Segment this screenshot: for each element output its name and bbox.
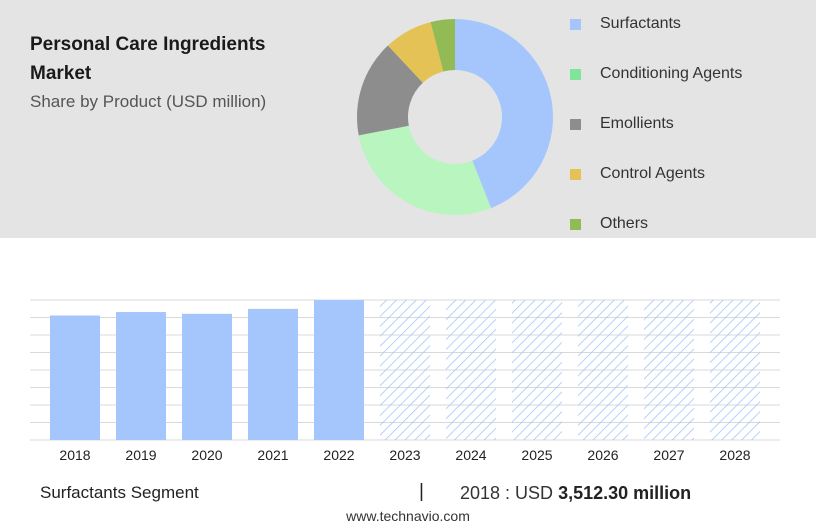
x-tick-2026: 2026 <box>587 447 618 463</box>
legend-item-surfactants: Surfactants <box>570 12 681 36</box>
donut-slice-emollients <box>357 45 423 136</box>
segment-value-amount: 3,512.30 million <box>558 483 692 503</box>
legend-label-emollients: Emollients <box>600 115 674 132</box>
legend-label-control-agents: Control Agents <box>600 165 705 182</box>
x-tick-2023: 2023 <box>389 447 420 463</box>
forecast-bar-2028 <box>710 300 760 440</box>
forecast-bar-2024 <box>446 300 496 440</box>
footer-separator: | <box>419 481 424 502</box>
legend-item-control-agents: Control Agents <box>570 162 705 186</box>
legend-swatch-surfactants <box>570 18 581 30</box>
segment-value: 2018 : USD 3,512.30 million <box>460 483 691 504</box>
bar-2021 <box>248 308 298 440</box>
x-tick-2028: 2028 <box>719 447 750 463</box>
x-tick-2025: 2025 <box>521 447 552 463</box>
chart-subtitle: Share by Product (USD million) <box>30 92 267 111</box>
source-url: www.technavio.com <box>346 508 470 524</box>
x-tick-2019: 2019 <box>125 447 156 463</box>
segment-label: Surfactants Segment <box>40 483 199 502</box>
forecast-bar-2025 <box>512 300 562 440</box>
bar-2022 <box>314 300 364 440</box>
donut-chart <box>357 19 554 215</box>
chart-title: Personal Care Ingredients Market <box>30 34 266 84</box>
legend-swatch-conditioning-agents <box>570 68 581 80</box>
bar-2018 <box>50 315 100 440</box>
legend-item-emollients: Emollients <box>570 112 674 136</box>
segment-year-label: 2018 : USD <box>460 483 554 503</box>
legend-label-others: Others <box>600 215 649 232</box>
legend-swatch-emollients <box>570 118 581 130</box>
donut-slice-conditioning-agents <box>358 125 492 215</box>
donut-slice-surfactants <box>455 19 554 209</box>
x-tick-2027: 2027 <box>653 447 684 463</box>
forecast-bar-2026 <box>578 300 628 440</box>
legend-swatch-control-agents <box>570 168 581 180</box>
bar-2019 <box>116 312 166 440</box>
forecast-bar-2027 <box>644 300 694 440</box>
legend-label-conditioning-agents: Conditioning Agents <box>600 65 743 82</box>
x-tick-2018: 2018 <box>59 447 90 463</box>
legend-swatch-others <box>570 218 581 230</box>
bar-2020 <box>182 313 232 440</box>
donut-slice-control-agents <box>387 22 444 83</box>
x-tick-2022: 2022 <box>323 447 354 463</box>
bar-marks <box>50 300 760 440</box>
forecast-bar-2023 <box>380 300 430 440</box>
bar-chart: 2018 2019 2020 2021 2022 2023 2024 2025 2026 2027… <box>30 299 780 463</box>
legend-label-surfactants: Surfactants <box>600 15 681 32</box>
x-tick-2024: 2024 <box>455 447 486 463</box>
legend-item-others: Others <box>570 212 648 236</box>
donut-slice-others <box>430 19 455 72</box>
x-tick-2020: 2020 <box>191 447 222 463</box>
x-tick-2021: 2021 <box>257 447 288 463</box>
bar-x-ticks: 2018 2019 2020 2021 2022 2023 2024 2025 2026 2027… <box>59 447 750 463</box>
legend-item-conditioning-agents: Conditioning Agents <box>570 62 742 86</box>
